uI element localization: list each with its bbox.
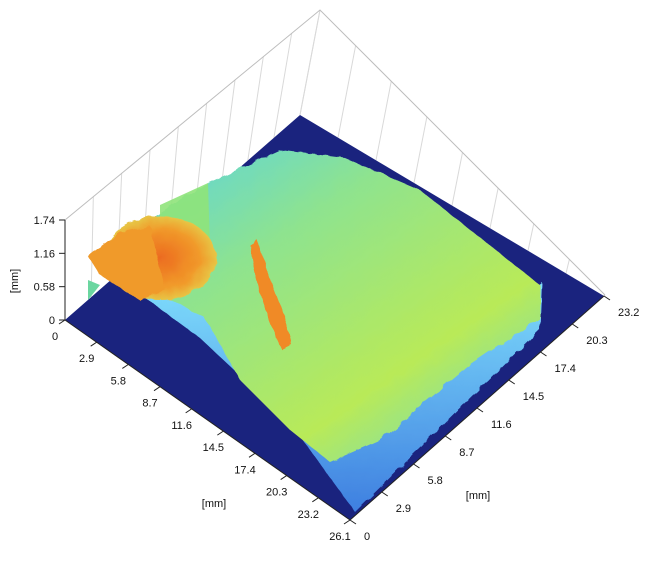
grid-line-y <box>489 188 499 229</box>
y-tick-mark <box>413 463 420 469</box>
x-tick-label: 11.6 <box>171 420 192 432</box>
y-tick-label: 11.6 <box>491 419 512 431</box>
x-tick-mark <box>312 497 319 503</box>
back-wall-frame <box>64 9 606 296</box>
x-axis-label: [mm] <box>202 498 226 510</box>
y-tick-label: 0 <box>364 531 370 543</box>
y-tick-label: 2.9 <box>396 503 411 515</box>
x-tick-label: 17.4 <box>234 464 255 476</box>
surface-side-wall <box>88 256 542 512</box>
z-axis-label: [mm] <box>9 269 21 293</box>
x-tick-label: 8.7 <box>142 398 157 410</box>
surface-left-edge <box>88 256 100 300</box>
x-tick-mark <box>90 341 97 347</box>
x-tick-label: 14.5 <box>203 442 224 454</box>
x-tick-label: 26.1 <box>329 531 350 543</box>
y-tick-mark <box>476 407 484 413</box>
x-tick-mark <box>217 430 224 436</box>
y-tick-label: 17.4 <box>555 363 576 375</box>
x-tick-mark <box>280 475 287 480</box>
z-tick-label: 1.16 <box>34 248 55 260</box>
y-tick-label: 20.3 <box>586 335 607 347</box>
grid-line-y <box>413 116 428 183</box>
x-axis-line <box>64 319 351 521</box>
y-tick-mark <box>571 323 579 329</box>
grid-line-x <box>90 196 94 298</box>
grid-line-y <box>451 152 463 206</box>
surface-peak-ridge <box>88 226 165 300</box>
surface-secondary-ridge <box>250 240 292 350</box>
x-tick-mark <box>248 452 256 458</box>
y-axis-label: [mm] <box>466 490 490 502</box>
x-tick-mark <box>343 519 351 525</box>
z-tick-label: 0 <box>49 315 55 327</box>
x-tick-mark <box>153 386 161 392</box>
grid-line-x <box>247 56 264 161</box>
y-tick-mark <box>349 519 357 525</box>
grid-line-y <box>527 223 535 251</box>
grid-line-y <box>337 45 357 138</box>
grid-line-y <box>565 259 570 274</box>
z-axis-ticks: 0 0.58 1.16 1.74 <box>34 215 65 327</box>
z-tick-label: 1.74 <box>34 215 55 227</box>
z-tick-label: 0.58 <box>34 282 55 294</box>
y-axis-ticks: 0 2.9 5.8 8.7 11.6 14.5 17.4 20.3 23.2 <box>349 295 639 543</box>
x-tick-mark <box>185 408 192 414</box>
grid-line-x <box>221 79 236 184</box>
x-tick-label: 20.3 <box>266 487 287 499</box>
grid-line-y <box>299 9 321 116</box>
y-tick-mark <box>381 491 389 497</box>
x-axis-ticks: 0 2.9 5.8 8.7 11.6 14.5 17.4 20.3 23.2 26.1 <box>52 319 351 543</box>
y-tick-mark <box>603 295 611 301</box>
x-tick-label: 0 <box>52 331 58 343</box>
y-tick-label: 14.5 <box>523 391 544 403</box>
y-tick-label: 23.2 <box>618 307 639 319</box>
x-tick-mark <box>122 364 129 369</box>
y-tick-label: 5.8 <box>428 475 443 487</box>
x-tick-label: 5.8 <box>111 375 126 387</box>
grid-line-y <box>375 81 392 161</box>
y-tick-mark <box>444 435 452 441</box>
y-tick-label: 8.7 <box>459 447 474 459</box>
y-tick-mark <box>540 351 547 357</box>
surface-mesh <box>88 150 542 512</box>
grid-line-x <box>273 33 293 138</box>
y-tick-mark <box>508 379 516 385</box>
x-tick-label: 2.9 <box>79 353 94 365</box>
x-tick-label: 23.2 <box>298 509 319 521</box>
x-tick-mark <box>58 319 66 325</box>
